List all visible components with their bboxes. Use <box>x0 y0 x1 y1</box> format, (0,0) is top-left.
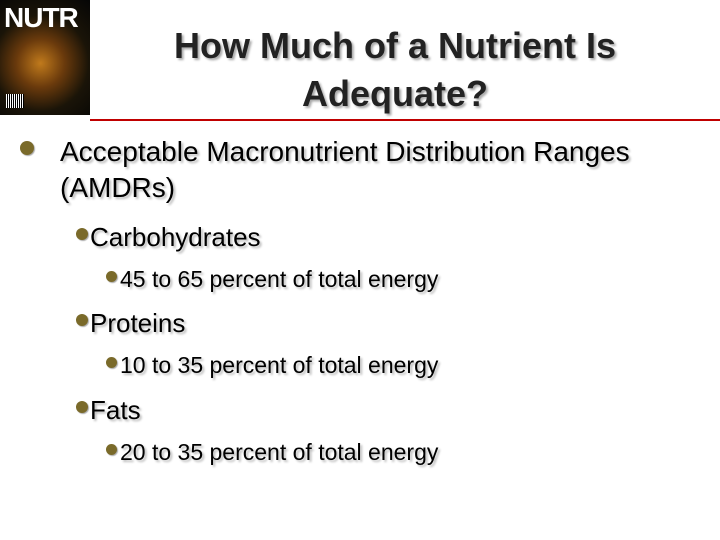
bullet-text: 45 to 65 percent of total energy <box>120 266 439 292</box>
bullet <box>106 357 117 368</box>
bullet <box>106 444 117 455</box>
title-rule <box>90 119 720 121</box>
bullet-text: Fats <box>90 395 141 425</box>
bullet-text: Carbohydrates <box>90 222 261 252</box>
book-cover: NUTR <box>0 0 90 115</box>
bullet-text: 20 to 35 percent of total energy <box>120 439 439 465</box>
bullet <box>76 314 88 326</box>
bullet <box>106 271 117 282</box>
bullet <box>20 141 34 155</box>
barcode <box>6 94 24 108</box>
bullet-text: Acceptable Macronutrient Distribution Ra… <box>60 136 630 203</box>
slide-title: How Much of a Nutrient Is Adequate? <box>173 25 616 114</box>
cover-text: NUTR <box>4 2 79 33</box>
bullet-text: Proteins <box>90 308 186 338</box>
bullet <box>76 401 88 413</box>
bullet-text: 10 to 35 percent of total energy <box>120 352 439 378</box>
bullet <box>76 228 88 240</box>
